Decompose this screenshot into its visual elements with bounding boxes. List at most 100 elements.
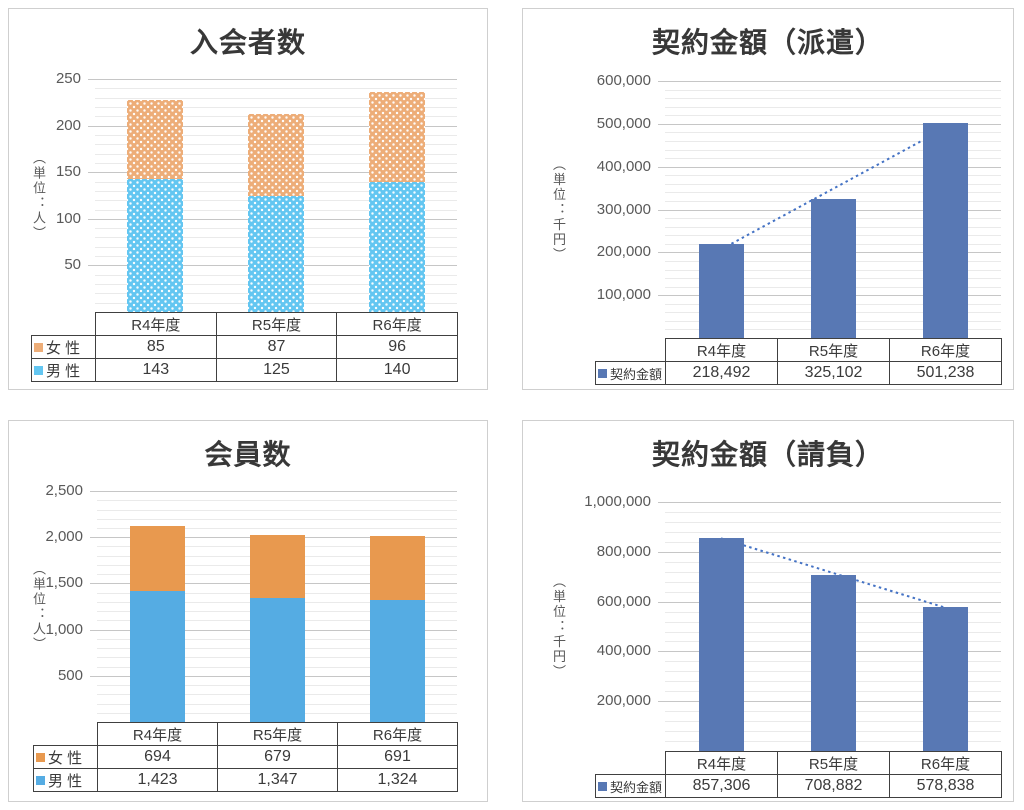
bar-column: [665, 81, 777, 338]
gridline-minor: [665, 106, 1001, 108]
table-row: 男 性 143 125 140: [31, 358, 458, 382]
value-cell: 325,102: [777, 361, 890, 385]
gridline-major: [88, 79, 457, 80]
gridline-minor: [665, 149, 1001, 151]
bar-segment: [368, 181, 425, 312]
y-axis-tick-label: 600,000: [596, 592, 651, 610]
chart-panel-contract-ukeoi: 契約金額（請負） （単位：千円） R4年度 R5年度 R6年度 契約金額 857,306…: [522, 420, 1014, 802]
data-table: R4年度 R5年度 R6年度女 性 694 679 691 男 性 1,423 1,347 1,3…: [33, 722, 458, 792]
gridline-minor: [665, 541, 1001, 543]
plot-area: [90, 491, 457, 722]
chart-panel-members: 会員数 （単位：人） R4年度 R5年度 R6年度女 性 694 679 691 男 性 1,…: [8, 420, 488, 802]
gridline-minor: [95, 97, 457, 99]
y-axis-unit-label: （単位：人）: [31, 561, 46, 652]
gridline-major: [658, 551, 1001, 553]
value-cell: 708,882: [777, 774, 890, 798]
legend-swatch-icon: [36, 775, 45, 785]
y-axis-tick-label: 300,000: [596, 200, 651, 218]
bar-column: [217, 491, 337, 722]
category-header-cell: R6年度: [337, 722, 458, 746]
value-cell: 87: [215, 335, 338, 359]
table-row: 契約金額 218,492 325,102 501,238: [595, 361, 1002, 385]
bar-column: [97, 491, 217, 722]
gridline-major: [658, 502, 1001, 503]
category-header-cell: R5年度: [215, 312, 338, 336]
value-cell: 96: [336, 335, 458, 359]
y-axis-tick-label: 1,500: [45, 574, 83, 592]
table-row: 契約金額 857,306 708,882 578,838: [595, 774, 1002, 798]
trendline: [720, 537, 946, 609]
gridline-minor: [665, 521, 1001, 523]
bar-segment: [129, 526, 185, 591]
gridline-major: [658, 123, 1001, 125]
bar-segment: [247, 195, 304, 312]
bar-segment: [369, 535, 425, 600]
chart-panel-contract-dispatch: 契約金額（派遣） （単位：千円） R4年度 R5年度 R6年度 契約金額 218,492…: [522, 8, 1014, 390]
y-axis-tick-label: 200: [55, 116, 81, 134]
bar-column: [216, 79, 337, 312]
y-axis-tick-label: 600,000: [596, 72, 651, 89]
plot-area: [658, 502, 1001, 751]
bar-segment: [698, 244, 744, 338]
bar-column: [889, 502, 1001, 751]
gridline-minor: [665, 571, 1001, 573]
chart-panel-new-members: 入会者数 （単位：人） R4年度 R5年度 R6年度女 性 85 87 96 男 性 143 1…: [8, 8, 488, 390]
gridline-minor: [665, 175, 1001, 177]
value-cell: 679: [217, 745, 338, 769]
bar-segment: [249, 534, 305, 598]
bar-column: [665, 502, 777, 751]
gridline-minor: [97, 500, 457, 502]
bar-segment: [127, 178, 184, 312]
value-cell: 501,238: [889, 361, 1002, 385]
y-axis-tick-label: 50: [64, 256, 81, 274]
category-header-cell: R6年度: [889, 751, 1002, 775]
value-cell: 1,324: [337, 768, 458, 792]
table-corner-spacer: [596, 752, 666, 775]
table-row: 男 性 1,423 1,347 1,324: [33, 768, 458, 792]
data-table: R4年度 R5年度 R6年度 契約金額 218,492 325,102 501,238: [595, 338, 1002, 385]
y-axis-tick-label: 200,000: [596, 692, 651, 710]
legend-swatch-icon: [34, 365, 43, 375]
bar-column: [95, 79, 216, 312]
gridline-minor: [665, 561, 1001, 563]
category-header-cell: R5年度: [777, 751, 890, 775]
y-axis-tick-label: 100,000: [596, 286, 651, 304]
legend-swatch-icon: [598, 781, 607, 791]
value-cell: 694: [97, 745, 218, 769]
table-corner-spacer: [32, 313, 96, 336]
gridline-minor: [665, 89, 1001, 91]
legend-swatch-icon: [598, 368, 607, 378]
value-cell: 218,492: [665, 361, 778, 385]
gridline-minor: [95, 88, 457, 90]
value-cell: 578,838: [889, 774, 1002, 798]
bar-segment: [922, 606, 968, 751]
chart-title: 入会者数: [189, 27, 306, 58]
y-axis-tick-label: 800,000: [596, 542, 651, 560]
value-cell: 857,306: [665, 774, 778, 798]
table-row: 女 性 85 87 96: [31, 335, 458, 359]
value-cell: 143: [95, 358, 217, 382]
category-header-cell: R6年度: [336, 312, 458, 336]
series-label-cell: 契約金額: [595, 361, 666, 385]
category-header-cell: R5年度: [217, 722, 338, 746]
data-table: R4年度 R5年度 R6年度女 性 85 87 96 男 性 143 125 140: [31, 312, 458, 382]
series-label-cell: 男 性: [33, 768, 98, 792]
bar-column: [777, 81, 889, 338]
bar-segment: [369, 599, 425, 722]
table-corner-spacer: [34, 723, 98, 746]
y-axis-unit-label: （単位：千円）: [551, 574, 566, 679]
series-label-cell: 女 性: [31, 335, 96, 359]
y-axis-tick-label: 500: [57, 666, 83, 684]
category-header-cell: R5年度: [777, 338, 890, 362]
bar-segment: [368, 92, 425, 182]
chart-title: 会員数: [204, 439, 292, 470]
plot-area: [658, 81, 1001, 338]
y-axis-unit-label: （単位：人）: [31, 150, 46, 241]
series-label-cell: 契約金額: [595, 774, 666, 798]
trendline: [720, 127, 946, 251]
category-header-cell: R4年度: [665, 338, 778, 362]
gridline-minor: [665, 98, 1001, 100]
y-axis-unit-label: （単位：千円）: [551, 157, 566, 262]
gridline-minor: [665, 132, 1001, 134]
